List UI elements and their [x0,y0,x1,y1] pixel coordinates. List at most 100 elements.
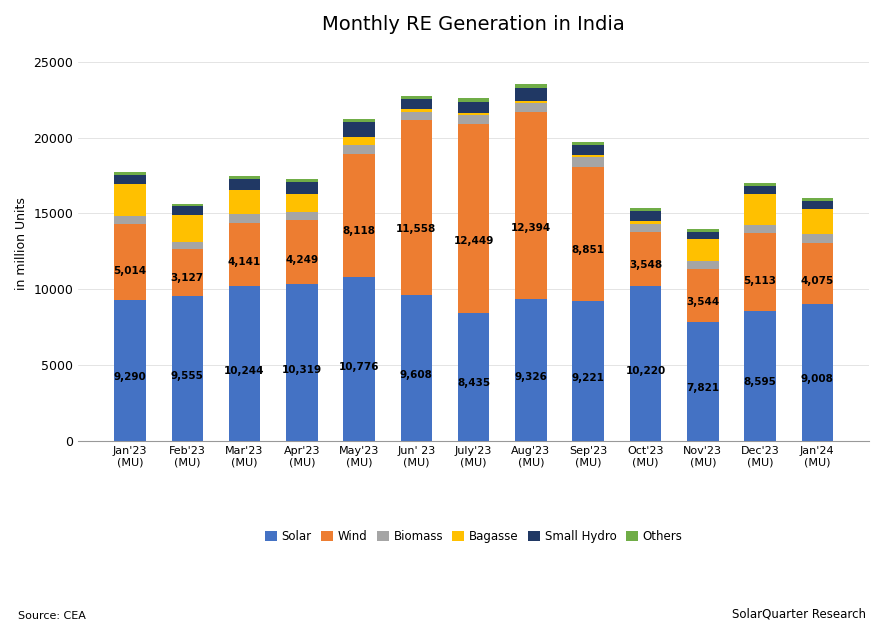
Text: 9,008: 9,008 [801,374,834,384]
Bar [573,301,604,441]
Bar [515,100,546,102]
Bar [573,167,604,301]
Text: 7,821: 7,821 [686,383,720,392]
Bar [171,242,203,248]
Bar [400,109,432,112]
Bar [229,214,260,223]
Bar [229,286,260,441]
Bar [515,88,546,100]
Bar [343,145,375,154]
Bar [687,232,719,238]
Bar [744,233,776,311]
Bar [458,313,490,441]
Bar [114,172,146,175]
Text: 5,113: 5,113 [743,276,776,286]
Bar [286,193,317,212]
Text: 10,319: 10,319 [282,366,322,376]
Bar [458,114,490,115]
Text: 11,558: 11,558 [396,223,437,233]
Bar [573,142,604,145]
Bar [573,155,604,157]
Bar [400,96,432,99]
Bar [171,248,203,296]
Text: 8,851: 8,851 [572,245,605,255]
Bar [687,322,719,441]
Text: 9,290: 9,290 [114,373,147,383]
Bar [343,278,375,441]
Bar [687,268,719,322]
Text: 3,544: 3,544 [686,297,720,307]
Text: 9,221: 9,221 [572,373,605,383]
Bar [744,183,776,186]
Bar [802,209,833,234]
Text: SolarQuarter Research: SolarQuarter Research [732,608,866,621]
Bar [171,215,203,242]
Text: 8,595: 8,595 [743,378,776,388]
Bar [687,261,719,268]
Bar [229,180,260,190]
Bar [629,211,661,221]
Bar [458,124,490,313]
Bar [744,225,776,233]
Bar [400,120,432,295]
Text: 3,127: 3,127 [171,273,204,283]
Bar [229,190,260,214]
Bar [229,177,260,180]
Bar [286,285,317,441]
Text: 10,776: 10,776 [339,363,379,373]
Bar [286,220,317,285]
Text: 9,555: 9,555 [171,371,203,381]
Bar [343,119,375,122]
Bar [573,157,604,167]
Text: Source: CEA: Source: CEA [18,611,86,621]
Text: 9,326: 9,326 [514,373,547,383]
Text: 10,220: 10,220 [625,366,666,376]
Bar [400,295,432,441]
Bar [629,208,661,211]
Bar [114,184,146,216]
Text: 4,075: 4,075 [801,276,834,286]
Bar [687,229,719,232]
Bar [343,137,375,145]
Bar [458,115,490,124]
Bar [343,122,375,137]
Text: 4,141: 4,141 [228,256,261,266]
Bar [400,99,432,109]
Bar [515,112,546,300]
Bar [744,311,776,441]
Bar [744,194,776,225]
Bar [802,243,833,305]
Bar [802,234,833,243]
Bar [286,212,317,220]
Bar [114,175,146,184]
Text: 10,244: 10,244 [225,366,265,376]
Bar [229,223,260,286]
Bar [629,221,661,224]
Legend: Solar, Wind, Biomass, Bagasse, Small Hydro, Others: Solar, Wind, Biomass, Bagasse, Small Hyd… [261,525,687,548]
Text: 5,014: 5,014 [113,266,147,276]
Bar [629,232,661,286]
Text: 8,435: 8,435 [457,378,491,388]
Bar [744,186,776,194]
Bar [687,238,719,261]
Bar [629,224,661,232]
Text: 12,394: 12,394 [511,223,551,233]
Bar [114,300,146,441]
Bar [458,102,490,114]
Bar [400,112,432,120]
Text: 4,249: 4,249 [286,255,318,265]
Bar [114,216,146,224]
Bar [286,182,317,193]
Title: Monthly RE Generation in India: Monthly RE Generation in India [323,15,625,34]
Bar [802,198,833,201]
Bar [515,300,546,441]
Bar [515,84,546,88]
Text: 12,449: 12,449 [453,236,494,246]
Bar [171,204,203,207]
Text: 3,548: 3,548 [629,260,662,270]
Bar [802,201,833,209]
Bar [802,305,833,441]
Text: 9,608: 9,608 [400,370,433,380]
Bar [573,145,604,155]
Bar [286,179,317,182]
